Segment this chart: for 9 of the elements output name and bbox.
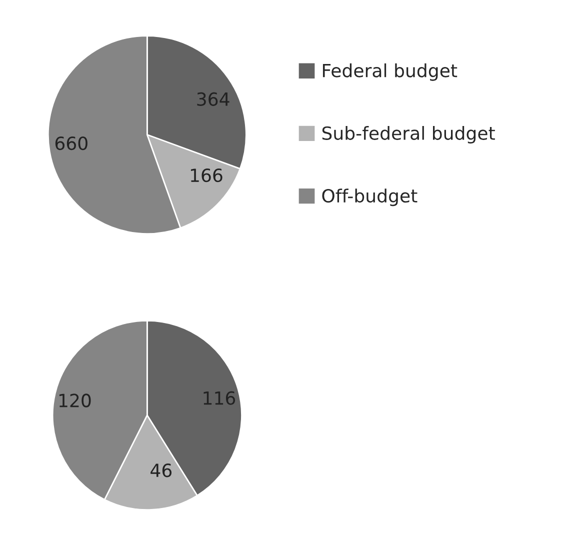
- legend-label: Federal budget: [322, 63, 458, 81]
- data-label: 364: [197, 92, 230, 106]
- data-label: 660: [55, 136, 88, 150]
- data-label: 46: [150, 464, 172, 478]
- data-label: 166: [190, 168, 222, 182]
- legend-label: Off-budget: [322, 188, 418, 206]
- data-label: 120: [59, 394, 91, 408]
- legend-label: Sub-federal budget: [322, 126, 495, 144]
- data-label: 116: [204, 391, 236, 405]
